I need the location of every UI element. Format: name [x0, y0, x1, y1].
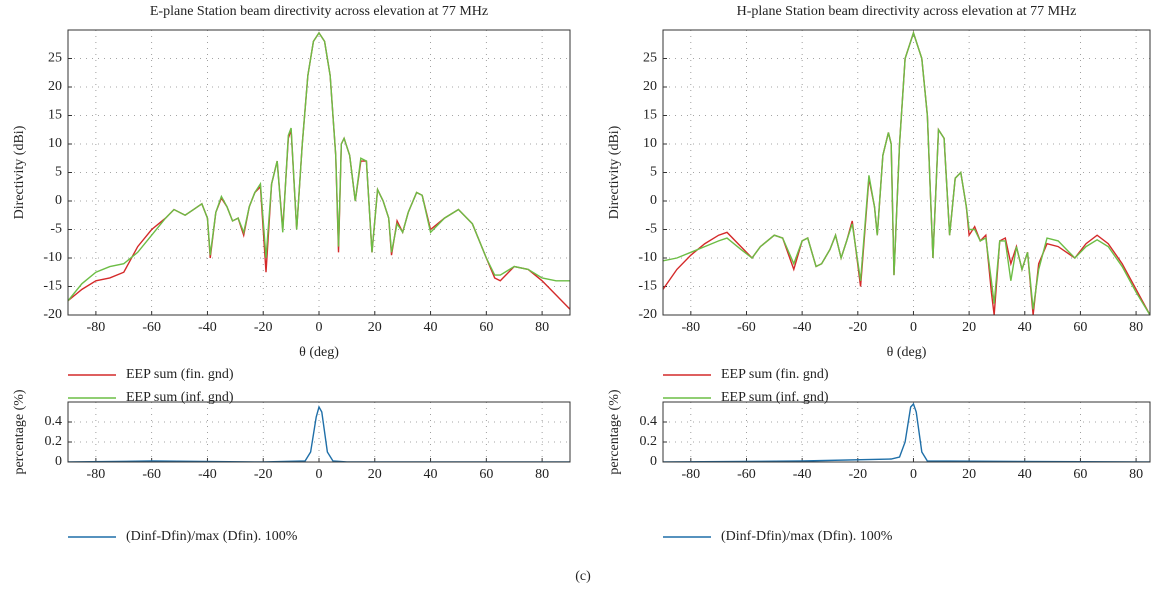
x-tick-label: -60: [737, 320, 756, 335]
x-tick-label: -40: [793, 320, 812, 335]
x-tick-label: -20: [848, 467, 867, 482]
x-tick-label: -80: [681, 467, 700, 482]
x-tick-label: 60: [479, 467, 493, 482]
x-tick-label: -40: [198, 467, 217, 482]
x-tick-label: 0: [910, 467, 917, 482]
x-tick-label: 60: [1073, 320, 1087, 335]
x-axis-label: θ (deg): [299, 345, 339, 360]
x-tick-label: 80: [1129, 320, 1143, 335]
x-tick-label: -20: [254, 467, 273, 482]
series-line: [68, 31, 570, 310]
y-axis-label: percentage (%): [607, 389, 622, 474]
x-tick-label: -40: [198, 320, 217, 335]
x-tick-label: -60: [737, 467, 756, 482]
x-tick-label: 0: [910, 320, 917, 335]
series-line: [68, 405, 570, 462]
x-tick-label: 60: [479, 320, 493, 335]
y-tick-label: 20: [643, 79, 657, 94]
x-tick-label: -80: [681, 320, 700, 335]
x-tick-label: 20: [368, 467, 382, 482]
y-tick-label: 25: [643, 51, 657, 66]
x-tick-label: 80: [535, 320, 549, 335]
y-axis-label: Directivity (dBi): [607, 125, 622, 219]
x-tick-label: 80: [1129, 467, 1143, 482]
y-tick-label: -10: [43, 250, 62, 265]
series-line: [663, 30, 1150, 315]
y-tick-label: 15: [48, 108, 62, 123]
y-axis-label: percentage (%): [12, 389, 27, 474]
x-tick-label: 60: [1073, 467, 1087, 482]
x-tick-label: 20: [962, 467, 976, 482]
x-tick-label: 0: [316, 320, 323, 335]
series-line: [663, 402, 1150, 462]
x-tick-label: 20: [368, 320, 382, 335]
x-axis-label: θ (deg): [887, 345, 927, 360]
x-tick-label: 40: [424, 320, 438, 335]
x-tick-label: -20: [254, 320, 273, 335]
x-tick-label: 40: [1018, 320, 1032, 335]
y-tick-label: 0.4: [640, 414, 658, 429]
y-tick-label: 0: [55, 454, 62, 469]
y-tick-label: 10: [643, 136, 657, 151]
y-tick-label: 0: [55, 193, 62, 208]
x-tick-label: 40: [1018, 467, 1032, 482]
chart-title: H-plane Station beam directivity across …: [737, 4, 1077, 19]
y-tick-label: 10: [48, 136, 62, 151]
y-tick-label: 5: [55, 165, 62, 180]
y-tick-label: -5: [50, 222, 62, 237]
y-tick-label: 0: [650, 454, 657, 469]
plot-frame: [662, 29, 1151, 316]
y-tick-label: 25: [48, 51, 62, 66]
series-line: [663, 30, 1150, 315]
legend-label: EEP sum (inf. gnd): [126, 390, 234, 405]
y-tick-label: 0.2: [640, 434, 658, 449]
y-tick-label: 15: [643, 108, 657, 123]
y-tick-label: -10: [638, 250, 657, 265]
y-tick-label: 0.4: [45, 414, 63, 429]
x-tick-label: 80: [535, 467, 549, 482]
x-tick-label: 0: [316, 467, 323, 482]
x-tick-label: 40: [424, 467, 438, 482]
chart-title: E-plane Station beam directivity across …: [150, 4, 488, 19]
series-line: [68, 31, 570, 302]
y-tick-label: 20: [48, 79, 62, 94]
legend-label: EEP sum (inf. gnd): [721, 390, 829, 405]
y-tick-label: 5: [650, 165, 657, 180]
x-tick-label: -60: [142, 320, 161, 335]
x-tick-label: 20: [962, 320, 976, 335]
x-tick-label: -60: [142, 467, 161, 482]
x-tick-label: -80: [87, 320, 106, 335]
y-tick-label: -15: [638, 279, 657, 294]
x-tick-label: -40: [793, 467, 812, 482]
legend-label: (Dinf-Dfin)/max (Dfin). 100%: [126, 529, 298, 544]
plot-frame: [67, 29, 571, 316]
y-tick-label: -20: [43, 307, 62, 322]
y-tick-label: -5: [645, 222, 657, 237]
y-axis-label: Directivity (dBi): [12, 125, 27, 219]
y-tick-label: -15: [43, 279, 62, 294]
legend-label: EEP sum (fin. gnd): [126, 367, 234, 382]
legend-label: EEP sum (fin. gnd): [721, 367, 829, 382]
legend-label: (Dinf-Dfin)/max (Dfin). 100%: [721, 529, 893, 544]
plot-frame: [662, 401, 1151, 463]
x-tick-label: -80: [87, 467, 106, 482]
y-tick-label: 0: [650, 193, 657, 208]
plot-frame: [67, 401, 571, 463]
y-tick-label: -20: [638, 307, 657, 322]
y-tick-label: 0.2: [45, 434, 63, 449]
x-tick-label: -20: [848, 320, 867, 335]
caption: (c): [575, 569, 591, 584]
